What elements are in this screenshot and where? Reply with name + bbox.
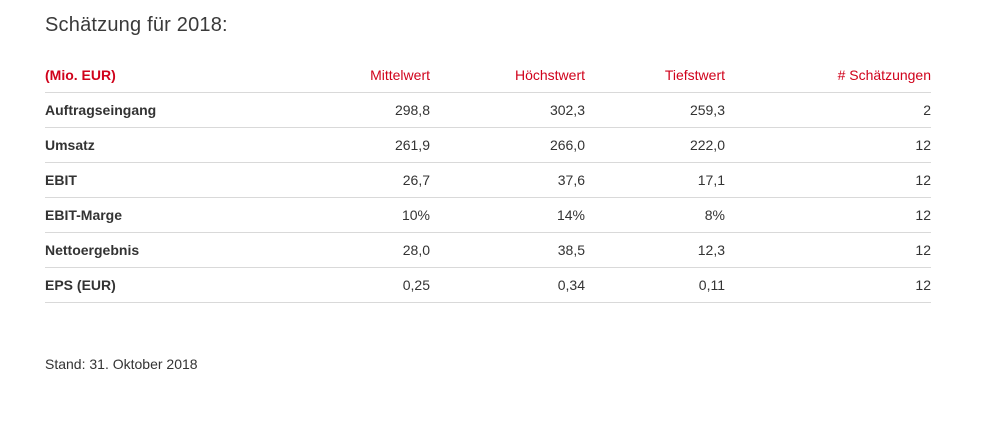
table-row: Auftragseingang 298,8 302,3 259,3 2 (45, 92, 931, 128)
cell-mittelwert: 261,9 (295, 127, 430, 163)
cell-hoechstwert: 14% (430, 197, 585, 233)
table-row: EBIT 26,7 37,6 17,1 12 (45, 162, 931, 198)
cell-mittelwert: 0,25 (295, 267, 430, 303)
cell-schaetzungen: 2 (725, 92, 931, 128)
row-label: Umsatz (45, 127, 295, 163)
cell-schaetzungen: 12 (725, 127, 931, 163)
cell-hoechstwert: 302,3 (430, 92, 585, 128)
row-label: EBIT-Marge (45, 197, 295, 233)
cell-tiefstwert: 17,1 (585, 162, 725, 198)
cell-mittelwert: 26,7 (295, 162, 430, 198)
cell-tiefstwert: 8% (585, 197, 725, 233)
cell-tiefstwert: 0,11 (585, 267, 725, 303)
cell-schaetzungen: 12 (725, 162, 931, 198)
header-mittelwert: Mittelwert (295, 58, 430, 93)
cell-hoechstwert: 0,34 (430, 267, 585, 303)
cell-schaetzungen: 12 (725, 232, 931, 268)
table-row: EPS (EUR) 0,25 0,34 0,11 12 (45, 267, 931, 303)
table-row: EBIT-Marge 10% 14% 8% 12 (45, 197, 931, 233)
cell-mittelwert: 298,8 (295, 92, 430, 128)
row-label: EBIT (45, 162, 295, 198)
header-schaetzungen: # Schätzungen (725, 58, 931, 93)
cell-mittelwert: 28,0 (295, 232, 430, 268)
cell-mittelwert: 10% (295, 197, 430, 233)
cell-hoechstwert: 38,5 (430, 232, 585, 268)
cell-schaetzungen: 12 (725, 197, 931, 233)
cell-schaetzungen: 12 (725, 267, 931, 303)
table-row: Umsatz 261,9 266,0 222,0 12 (45, 127, 931, 163)
cell-tiefstwert: 259,3 (585, 92, 725, 128)
table-row: Nettoergebnis 28,0 38,5 12,3 12 (45, 232, 931, 268)
cell-tiefstwert: 12,3 (585, 232, 725, 268)
header-tiefstwert: Tiefstwert (585, 58, 725, 93)
table-header-row: (Mio. EUR) Mittelwert Höchstwert Tiefstw… (45, 58, 931, 93)
header-hoechstwert: Höchstwert (430, 58, 585, 93)
row-label: Auftragseingang (45, 92, 295, 128)
as-of-date: Stand: 31. Oktober 2018 (45, 356, 198, 372)
header-unit: (Mio. EUR) (45, 58, 295, 93)
page-title: Schätzung für 2018: (45, 14, 228, 36)
cell-tiefstwert: 222,0 (585, 127, 725, 163)
cell-hoechstwert: 37,6 (430, 162, 585, 198)
cell-hoechstwert: 266,0 (430, 127, 585, 163)
row-label: EPS (EUR) (45, 267, 295, 303)
estimates-table: (Mio. EUR) Mittelwert Höchstwert Tiefstw… (45, 58, 931, 303)
row-label: Nettoergebnis (45, 232, 295, 268)
